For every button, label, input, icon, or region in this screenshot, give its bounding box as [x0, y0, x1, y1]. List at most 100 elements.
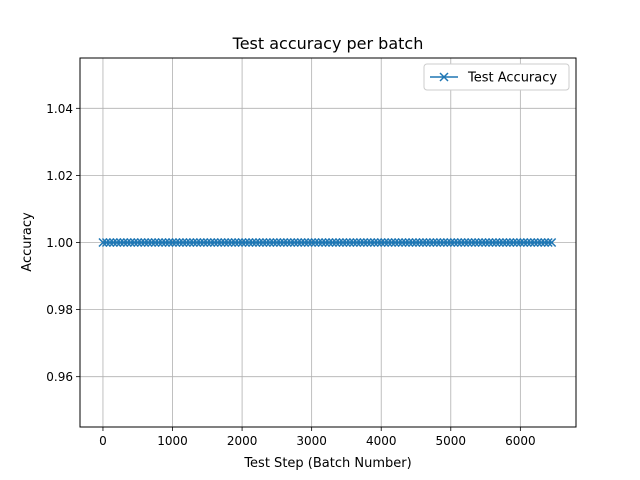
- series-layer: [98, 237, 557, 248]
- data-point: [154, 237, 164, 248]
- data-point: [213, 237, 223, 248]
- data-point: [533, 237, 543, 248]
- data-point: [310, 237, 320, 248]
- data-point: [143, 237, 153, 248]
- data-point: [341, 237, 351, 248]
- data-point: [192, 237, 202, 248]
- data-point: [209, 237, 219, 248]
- data-point: [522, 237, 532, 248]
- data-point: [206, 237, 216, 248]
- data-point: [449, 237, 459, 248]
- data-point: [247, 237, 258, 248]
- data-point: [282, 237, 292, 248]
- data-point: [230, 237, 240, 248]
- data-point: [390, 237, 400, 248]
- data-point: [140, 237, 150, 248]
- data-point: [512, 237, 522, 248]
- legend-box: [423, 63, 570, 91]
- data-point: [383, 237, 393, 248]
- data-point: [505, 237, 515, 248]
- legend: Test Accuracy: [423, 63, 570, 91]
- data-point: [237, 237, 247, 248]
- data-point: [307, 237, 317, 248]
- data-point: [251, 237, 261, 248]
- data-point: [536, 237, 546, 248]
- data-point: [178, 237, 188, 248]
- data-point: [362, 237, 372, 248]
- data-point: [258, 237, 268, 248]
- data-point: [220, 237, 230, 248]
- data-point: [296, 237, 306, 248]
- data-point: [331, 237, 341, 248]
- x-tick-label: 5000: [436, 434, 467, 448]
- data-point: [321, 237, 331, 248]
- data-point: [414, 237, 425, 248]
- data-point: [185, 237, 195, 248]
- y-tick-label: 0.96: [46, 370, 73, 384]
- data-point: [470, 237, 480, 248]
- data-point: [150, 237, 160, 248]
- data-point: [199, 237, 209, 248]
- data-point: [126, 237, 136, 248]
- data-point: [275, 237, 285, 248]
- data-point: [526, 237, 536, 248]
- data-point: [498, 237, 508, 248]
- data-point: [174, 237, 185, 248]
- data-point: [481, 237, 491, 248]
- data-point: [463, 237, 473, 248]
- data-point: [387, 237, 397, 248]
- data-point: [115, 237, 125, 248]
- data-point: [421, 237, 431, 248]
- x-tick-label: 1000: [157, 434, 188, 448]
- data-point: [105, 237, 115, 248]
- data-point: [227, 237, 237, 248]
- data-point: [373, 237, 383, 248]
- data-point: [157, 237, 167, 248]
- data-point: [279, 237, 289, 248]
- y-tick-label: 1.02: [46, 169, 73, 183]
- data-point: [293, 237, 303, 248]
- data-point: [171, 237, 181, 248]
- data-point: [352, 237, 362, 248]
- data-point: [456, 237, 466, 248]
- data-point: [508, 237, 518, 248]
- data-point: [223, 237, 233, 248]
- x-tick-label: 4000: [366, 434, 397, 448]
- x-axis-ticks: 0 1000 2000 3000 4000 5000 6000: [99, 427, 536, 448]
- data-point: [122, 237, 132, 248]
- data-point: [101, 237, 111, 248]
- data-point: [261, 237, 271, 248]
- legend-label: Test Accuracy: [467, 71, 557, 86]
- data-point: [268, 237, 278, 248]
- data-point: [338, 237, 348, 248]
- data-point: [254, 237, 265, 248]
- data-point: [366, 237, 376, 248]
- y-tick-label: 0.98: [46, 303, 73, 317]
- data-point: [477, 237, 487, 248]
- data-point: [317, 237, 327, 248]
- x-tick-label: 6000: [505, 434, 536, 448]
- data-point: [529, 237, 539, 248]
- data-point: [418, 237, 428, 248]
- data-point: [407, 237, 418, 248]
- data-point: [540, 237, 550, 248]
- data-point: [202, 237, 212, 248]
- data-point: [547, 237, 557, 248]
- y-axis-label: Accuracy: [20, 212, 35, 272]
- data-point: [129, 237, 139, 248]
- data-point: [327, 237, 338, 248]
- data-point: [411, 237, 421, 248]
- data-point: [216, 237, 226, 248]
- data-point: [376, 237, 386, 248]
- data-point: [515, 237, 525, 248]
- data-point: [404, 237, 414, 248]
- data-point: [428, 237, 438, 248]
- data-point: [300, 237, 310, 248]
- data-point: [355, 237, 365, 248]
- legend-x-marker-icon: [439, 72, 449, 82]
- y-tick-label: 1.00: [46, 236, 73, 250]
- data-point: [234, 237, 244, 248]
- data-point: [491, 237, 501, 248]
- x-tick-label: 0: [99, 434, 107, 448]
